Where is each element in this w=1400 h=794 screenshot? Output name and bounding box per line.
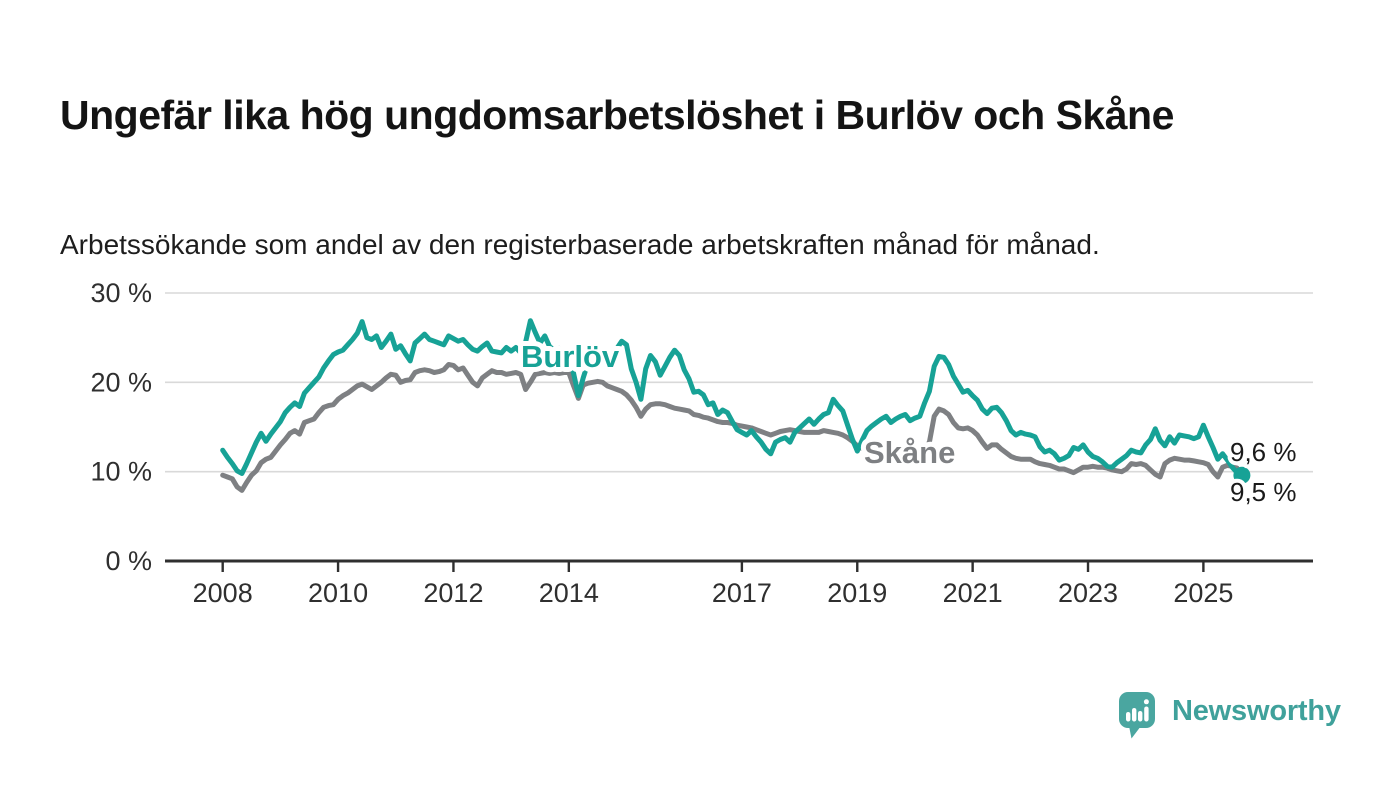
end-value-skane: 9,5 % bbox=[1230, 477, 1297, 507]
x-tick-label: 2021 bbox=[943, 578, 1003, 608]
x-tick-label: 2023 bbox=[1058, 578, 1118, 608]
end-value-burlov: 9,6 % bbox=[1230, 437, 1297, 467]
x-tick-label: 2010 bbox=[308, 578, 368, 608]
series-label-burlov: Burlöv bbox=[521, 339, 620, 374]
x-tick-label: 2012 bbox=[423, 578, 483, 608]
series-layer bbox=[220, 318, 1251, 493]
brand-name: Newsworthy bbox=[1172, 695, 1341, 727]
brand-footer: Newsworthy bbox=[1118, 691, 1341, 740]
x-tick-label: 2017 bbox=[712, 578, 772, 608]
y-tick-label: 20 % bbox=[90, 367, 152, 397]
x-tick-label: 2025 bbox=[1173, 578, 1233, 608]
y-tick-label: 30 % bbox=[90, 278, 152, 308]
x-tick-label: 2014 bbox=[539, 578, 599, 608]
x-tick-label: 2008 bbox=[193, 578, 253, 608]
series-line-burlöv bbox=[220, 318, 1245, 478]
series-label-skane: Skåne bbox=[864, 435, 955, 470]
y-tick-label: 10 % bbox=[90, 457, 152, 487]
page-subtitle: Arbetssökande som andel av den registerb… bbox=[60, 229, 1100, 260]
axis-layer: 2008 2010 2012 2014 2017 2019 2021 2023 2025 bbox=[165, 559, 1313, 608]
y-tick-label: 0 % bbox=[105, 546, 152, 576]
page-title: Ungefär lika hög ungdomsarbetslöshet i B… bbox=[60, 92, 1174, 139]
x-tick-label: 2019 bbox=[827, 578, 887, 608]
newsworthy-logo-icon bbox=[1119, 692, 1155, 739]
end-dot-burlöv bbox=[1233, 466, 1251, 484]
